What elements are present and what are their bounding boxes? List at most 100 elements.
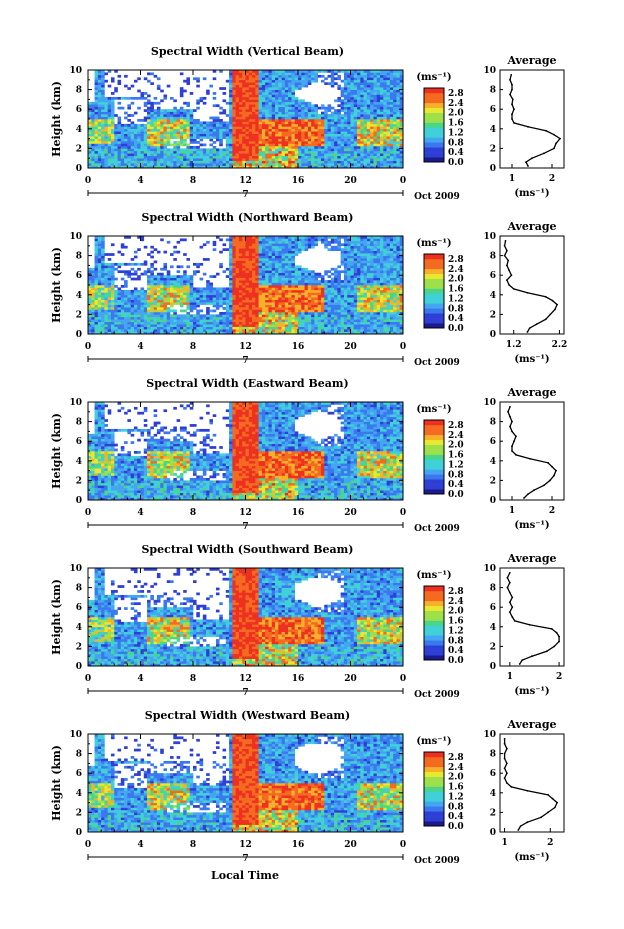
heatmap-cell [258, 258, 263, 261]
heatmap-cell [91, 119, 95, 122]
heatmap-cell [133, 79, 138, 83]
heatmap-cell [245, 307, 250, 310]
heatmap-cell [399, 123, 404, 127]
heatmap-cell [189, 114, 194, 117]
heatmap-cell [304, 79, 309, 83]
heatmap-cell [222, 287, 227, 291]
heatmap-cell [238, 250, 243, 254]
heatmap-cell [219, 123, 223, 127]
heatmap-cell [215, 153, 220, 157]
heatmap-cell [268, 128, 273, 132]
heatmap-cell [137, 248, 141, 251]
heatmap-cell [248, 116, 253, 120]
heatmap-cell [166, 109, 171, 112]
heatmap-cell [373, 89, 378, 93]
heatmap-cell [245, 96, 250, 100]
heatmap-cell [229, 148, 233, 152]
heatmap-cell [380, 101, 384, 105]
heatmap-cell [245, 121, 250, 125]
heatmap-cell [337, 141, 341, 144]
heatmap-cell [301, 77, 305, 81]
heatmap-cell [304, 150, 309, 154]
heatmap-cell [357, 106, 361, 110]
heatmap-cell [238, 253, 243, 256]
heatmap-cell [311, 128, 315, 132]
heatmap-cell [265, 143, 269, 147]
heatmap-cell [281, 111, 286, 115]
heatmap-cell [278, 250, 282, 254]
heatmap-cell [370, 92, 374, 95]
heatmap-cell [301, 153, 305, 157]
heatmap-cell [261, 92, 266, 95]
heatmap-cell [337, 136, 341, 139]
heatmap-cell [399, 141, 404, 144]
heatmap-cell [357, 160, 361, 164]
heatmap-cell [255, 255, 259, 259]
heatmap-cell [183, 158, 187, 161]
heatmap-cell [94, 128, 99, 132]
heatmap-cell [268, 84, 273, 88]
heatmap-cell [229, 307, 233, 310]
heatmap-cell [389, 116, 394, 120]
heatmap-cell [357, 84, 361, 88]
heatmap-cell [248, 248, 253, 251]
heatmap-cell [261, 238, 266, 242]
heatmap-cell [363, 131, 368, 134]
heatmap-cell [104, 321, 108, 325]
heatmap-cell [193, 262, 197, 266]
heatmap-cell [117, 79, 122, 83]
heatmap-cell [88, 158, 92, 161]
heatmap-cell [127, 133, 131, 137]
heatmap-cell [150, 150, 154, 154]
heatmap-cell [353, 70, 358, 73]
heatmap-cell [127, 87, 131, 90]
heatmap-cell [206, 311, 210, 315]
heatmap-cell [337, 84, 341, 88]
heatmap-cell [101, 111, 105, 115]
heatmap-cell [268, 321, 273, 325]
heatmap-cell [199, 277, 204, 281]
heatmap-cell [91, 307, 95, 310]
heatmap-cell [209, 160, 213, 164]
heatmap-cell [278, 255, 282, 259]
heatmap-cell [370, 150, 374, 154]
heatmap-cell [232, 307, 236, 310]
heatmap-cell [275, 143, 279, 147]
heatmap-cell [183, 280, 187, 283]
heatmap-cell [222, 111, 227, 115]
heatmap-cell [261, 96, 266, 100]
heatmap-cell [91, 158, 95, 161]
heatmap-cell [114, 294, 118, 298]
heatmap-cell [229, 314, 233, 318]
heatmap-cell [133, 297, 138, 300]
heatmap-cell [94, 148, 99, 152]
heatmap-cell [94, 297, 99, 300]
heatmap-cell [261, 128, 266, 132]
heatmap-cell [196, 302, 200, 305]
heatmap-cell [147, 285, 151, 288]
heatmap-cell [275, 150, 279, 154]
heatmap-cell [291, 89, 296, 93]
heatmap-cell [202, 133, 207, 137]
heatmap-cell [107, 316, 112, 320]
heatmap-cell [258, 299, 263, 303]
heatmap-cell [235, 92, 240, 95]
heatmap-cell [327, 165, 332, 169]
heatmap-cell [127, 106, 131, 110]
heatmap-cell [147, 158, 151, 161]
heatmap-cell [232, 285, 236, 288]
heatmap-cell [101, 297, 105, 300]
heatmap-cell [206, 121, 210, 125]
heatmap-cell [393, 104, 397, 108]
heatmap-cell [265, 260, 269, 264]
heatmap-cell [183, 282, 187, 286]
heatmap-cell [252, 262, 256, 266]
heatmap-cell [343, 74, 348, 78]
heatmap-cell [288, 119, 292, 122]
heatmap-cell [366, 145, 371, 149]
heatmap-cell [317, 116, 322, 120]
heatmap-cell [255, 236, 259, 239]
heatmap-cell [153, 314, 158, 318]
heatmap-cell [366, 116, 371, 120]
heatmap-cell [396, 74, 401, 78]
